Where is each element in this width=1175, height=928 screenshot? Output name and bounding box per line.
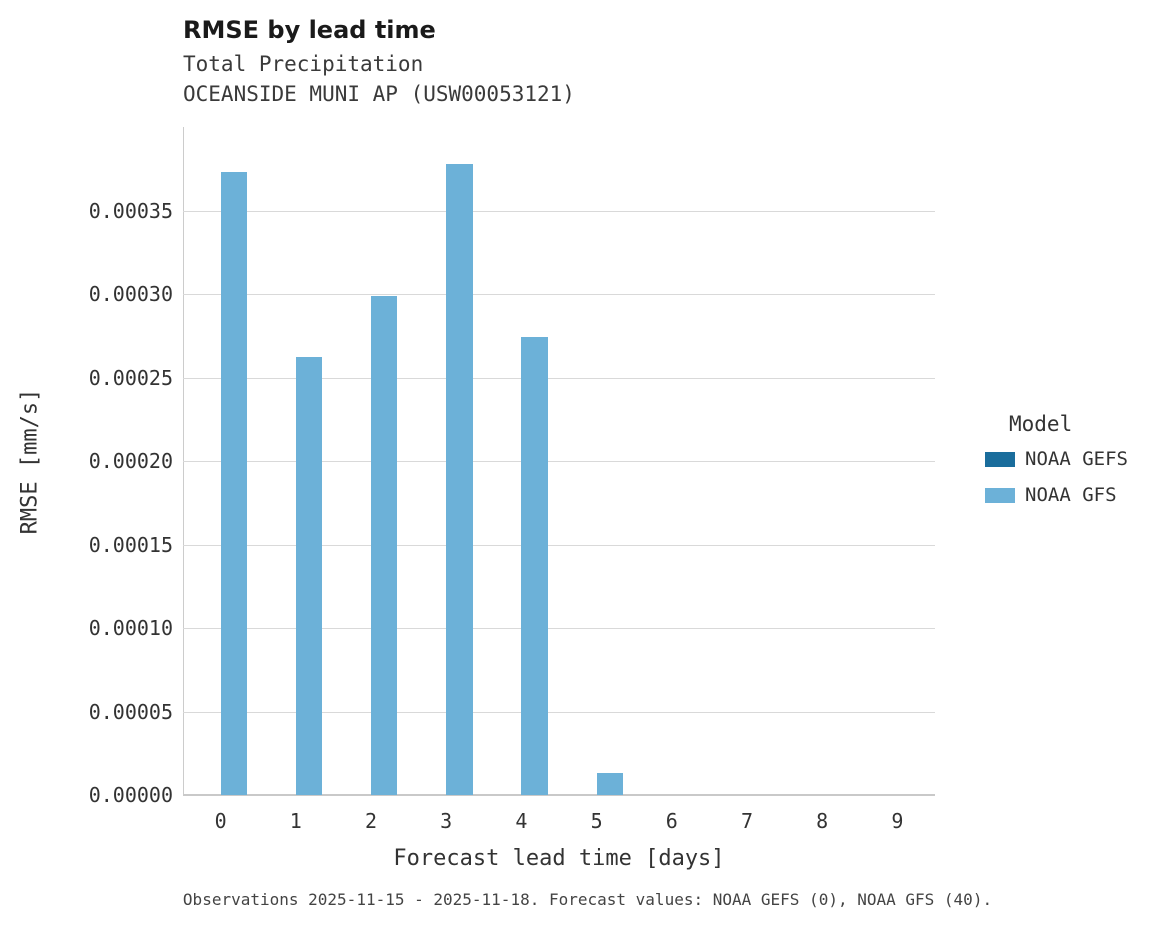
x-tick-label: 9	[891, 809, 904, 833]
chart-subtitle-line2: OCEANSIDE MUNI AP (USW00053121)	[183, 82, 575, 106]
legend-label: NOAA GFS	[1025, 484, 1117, 506]
gridline	[183, 628, 935, 629]
y-axis-label: RMSE [mm/s]	[17, 388, 43, 534]
x-axis-label: Forecast lead time [days]	[393, 846, 725, 871]
x-tick-label: 0	[214, 809, 227, 833]
bar-noaa-gfs-lead0	[220, 172, 247, 795]
chart-subtitle-line1: Total Precipitation	[183, 52, 424, 76]
gridline	[183, 377, 935, 379]
chart-title: RMSE by lead time	[183, 16, 436, 44]
caption: Observations 2025-11-15 - 2025-11-18. Fo…	[182, 890, 993, 909]
x-tick-label: 5	[590, 809, 603, 833]
bar-noaa-gfs-lead1	[295, 357, 323, 795]
x-tick-label: 1	[289, 809, 302, 833]
x-tick-label: 2	[364, 809, 378, 833]
y-tick-label: 0.00030	[88, 282, 173, 306]
x-tick-label: 3	[440, 809, 453, 833]
bar-noaa-gfs-lead5	[596, 773, 623, 795]
legend-label: NOAA GEFS	[1025, 448, 1128, 470]
bar-noaa-gfs-lead4	[521, 337, 548, 795]
legend-item: NOAA GFS	[985, 484, 1170, 506]
y-axis-label-wrap: RMSE [mm/s]	[16, 127, 44, 795]
bar-noaa-gfs-lead2	[371, 295, 398, 795]
y-tick-label: 0.00000	[88, 783, 173, 807]
y-tick-label: 0.00015	[88, 532, 173, 557]
legend-items: NOAA GEFS NOAA GFS	[985, 448, 1170, 506]
y-tick-label: 0.00025	[88, 365, 173, 390]
y-tick-label: 0.00035	[88, 198, 173, 223]
gridline	[183, 461, 935, 462]
plot-area	[183, 127, 935, 796]
bar-noaa-gfs-lead3	[446, 163, 473, 795]
x-tick-label: 4	[515, 809, 528, 833]
legend-item: NOAA GEFS	[985, 448, 1170, 470]
gridline	[183, 711, 935, 713]
gridline	[183, 210, 935, 212]
x-tick-label: 8	[816, 809, 829, 833]
y-tick-label: 0.00005	[88, 699, 173, 724]
y-tick-label: 0.00020	[88, 449, 173, 473]
legend: Model NOAA GEFS NOAA GFS	[985, 412, 1170, 520]
gridline	[183, 544, 935, 546]
x-tick-label: 6	[665, 809, 678, 833]
x-axis-spine	[183, 794, 935, 796]
gridline	[183, 294, 935, 295]
x-tick-label: 7	[740, 809, 754, 833]
legend-title: Model	[1009, 412, 1073, 436]
legend-swatch	[985, 451, 1015, 467]
y-tick-label: 0.00010	[88, 616, 173, 640]
legend-swatch	[985, 487, 1015, 503]
